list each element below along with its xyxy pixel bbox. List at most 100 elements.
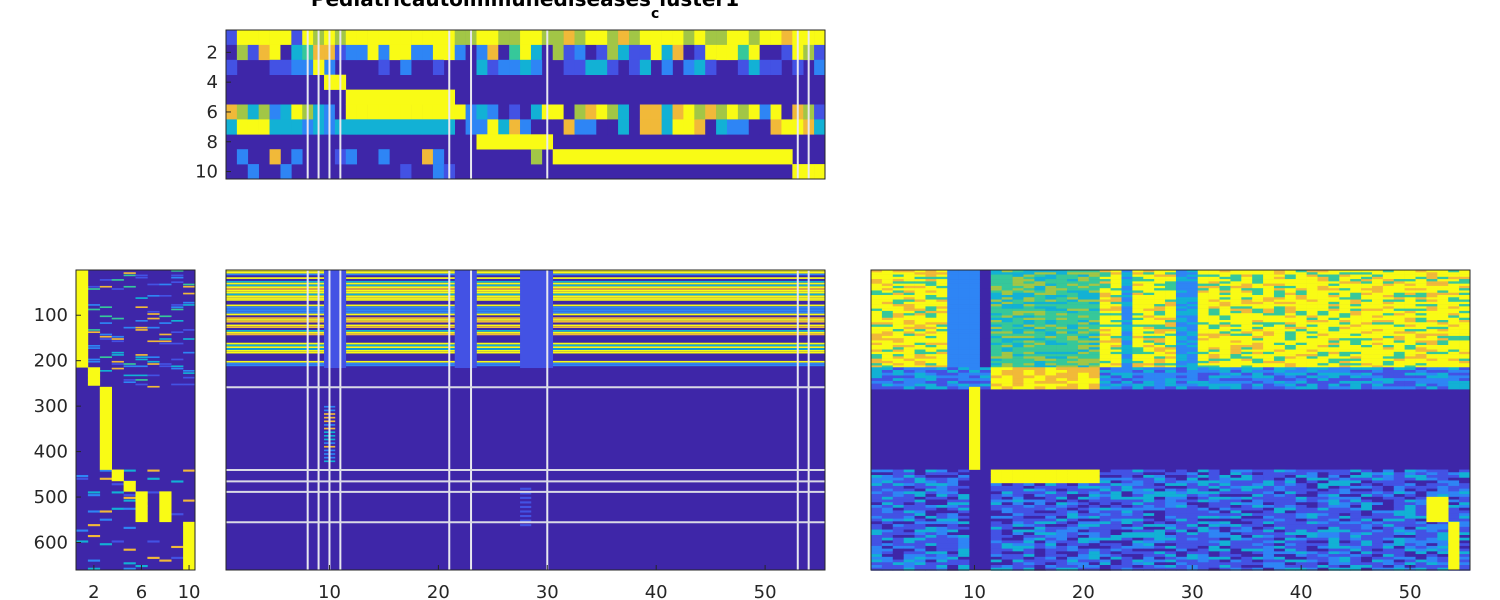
top-heatmap-cell: [639, 44, 652, 61]
right-heatmap-cell: [1252, 521, 1264, 525]
right-heatmap-cell: [1448, 308, 1460, 312]
right-heatmap-cell: [969, 279, 981, 282]
right-heatmap-cell: [871, 365, 883, 369]
right-heatmap-cell: [892, 301, 904, 305]
right-heatmap-cell: [1230, 475, 1242, 479]
right-heatmap-cell: [1067, 360, 1079, 364]
right-heatmap-cell: [947, 345, 959, 348]
left-heatmap-cell: [99, 322, 112, 324]
right-heatmap-cell: [1219, 315, 1231, 319]
right-heatmap-cell: [1415, 299, 1427, 303]
right-heatmap-cell: [1306, 378, 1318, 382]
right-heatmap-cell: [1361, 363, 1373, 366]
right-heatmap-cell: [1154, 276, 1166, 280]
right-heatmap-cell: [1361, 322, 1373, 325]
right-heatmap-cell: [1426, 315, 1438, 319]
right-heatmap-cell: [947, 272, 959, 275]
right-heatmap-cell: [1295, 301, 1307, 305]
right-heatmap-cell: [1404, 295, 1416, 298]
right-heatmap-cell: [1186, 378, 1199, 382]
right-heatmap-cell: [1175, 272, 1188, 275]
right-heatmap-cell: [947, 342, 959, 346]
right-heatmap-cell: [903, 372, 915, 376]
right-heatmap-cell: [1012, 349, 1024, 353]
right-heatmap-cell: [1154, 304, 1166, 307]
right-heatmap-cell: [1295, 383, 1307, 387]
right-heatmap-cell: [1273, 488, 1286, 492]
right-heatmap-cell: [1110, 338, 1122, 341]
right-heatmap-cell: [1110, 290, 1122, 294]
right-heatmap-cell: [1404, 299, 1416, 303]
right-heatmap-cell: [1088, 338, 1101, 341]
right-heatmap-cell: [1393, 338, 1405, 341]
right-heatmap-cell: [1426, 360, 1438, 364]
right-heatmap-cell: [1001, 276, 1013, 280]
right-heatmap-cell: [979, 281, 992, 284]
right-heatmap-cell: [1012, 513, 1024, 517]
left-heatmap-cell: [147, 326, 160, 329]
right-heatmap-cell: [1208, 532, 1220, 536]
right-heatmap-cell: [1306, 365, 1318, 369]
right-heatmap-cell: [1165, 297, 1177, 300]
right-heatmap-cell: [1219, 310, 1231, 314]
right-heatmap-cell: [1426, 288, 1438, 291]
right-heatmap-cell: [1263, 324, 1275, 328]
right-heatmap-cell: [1284, 299, 1297, 303]
right-heatmap-cell: [1165, 295, 1177, 298]
right-heatmap-cell: [1273, 310, 1286, 314]
right-heatmap-cell: [1382, 535, 1395, 539]
right-heatmap-cell: [979, 335, 992, 339]
right-heatmap-cell: [1284, 333, 1297, 337]
right-heatmap-cell: [1045, 483, 1057, 487]
right-heatmap-cell: [1339, 310, 1351, 314]
right-heatmap-cell: [1448, 340, 1460, 344]
right-heatmap-cell: [914, 322, 926, 325]
right-heatmap-cell: [1175, 358, 1188, 362]
right-heatmap-cell: [1230, 324, 1242, 328]
right-heatmap-cell: [1393, 299, 1405, 303]
right-heatmap-cell: [1175, 274, 1188, 278]
right-heatmap-cell: [1404, 383, 1416, 387]
right-heatmap-cell: [1099, 375, 1111, 379]
right-heatmap-cell: [1437, 469, 1449, 473]
right-heatmap-cell: [1197, 540, 1209, 544]
right-heatmap-cell: [1056, 274, 1068, 278]
right-heatmap-cell: [1306, 279, 1318, 282]
right-heatmap-cell: [1045, 545, 1057, 549]
right-heatmap-cell: [1219, 540, 1231, 544]
right-heatmap-cell: [958, 295, 970, 298]
right-heatmap-cell: [1023, 540, 1035, 544]
right-heatmap-cell: [1077, 526, 1090, 530]
right-heatmap-cell: [1012, 521, 1024, 525]
right-heatmap-cell: [1382, 272, 1395, 275]
right-heatmap-cell: [1284, 301, 1297, 305]
right-heatmap-cell: [1023, 274, 1035, 278]
right-heatmap-cell: [1034, 545, 1046, 549]
right-heatmap-cell: [1230, 313, 1242, 316]
right-heatmap-cell: [1448, 306, 1460, 309]
right-heatmap-cell: [979, 342, 992, 346]
right-heatmap-cell: [881, 380, 894, 384]
right-heatmap-cell: [1023, 358, 1035, 362]
right-heatmap-cell: [881, 521, 894, 525]
right-heatmap-cell: [1099, 326, 1111, 330]
right-heatmap-cell: [1382, 320, 1395, 323]
right-heatmap-cell: [1099, 283, 1111, 287]
right-heatmap-cell: [1186, 322, 1199, 325]
right-heatmap-cell: [1034, 551, 1046, 555]
right-heatmap-cell: [881, 297, 894, 300]
right-heatmap-cell: [1339, 288, 1351, 291]
right-heatmap-cell: [1208, 545, 1220, 549]
right-heatmap-cell: [1339, 499, 1351, 503]
right-heatmap-cell: [1426, 485, 1438, 489]
left-heatmap-cell: [183, 301, 196, 304]
top-heatmap-cell: [596, 44, 608, 61]
center-heatmap-cell: [520, 515, 532, 518]
right-heatmap-cell: [1230, 543, 1242, 547]
right-heatmap-cell: [1045, 331, 1057, 334]
right-heatmap-cell: [1110, 272, 1122, 275]
right-heatmap-cell: [1154, 308, 1166, 312]
right-heatmap-cell: [1448, 480, 1460, 484]
right-heatmap-cell: [1306, 372, 1318, 376]
right-heatmap-cell: [1077, 301, 1090, 305]
